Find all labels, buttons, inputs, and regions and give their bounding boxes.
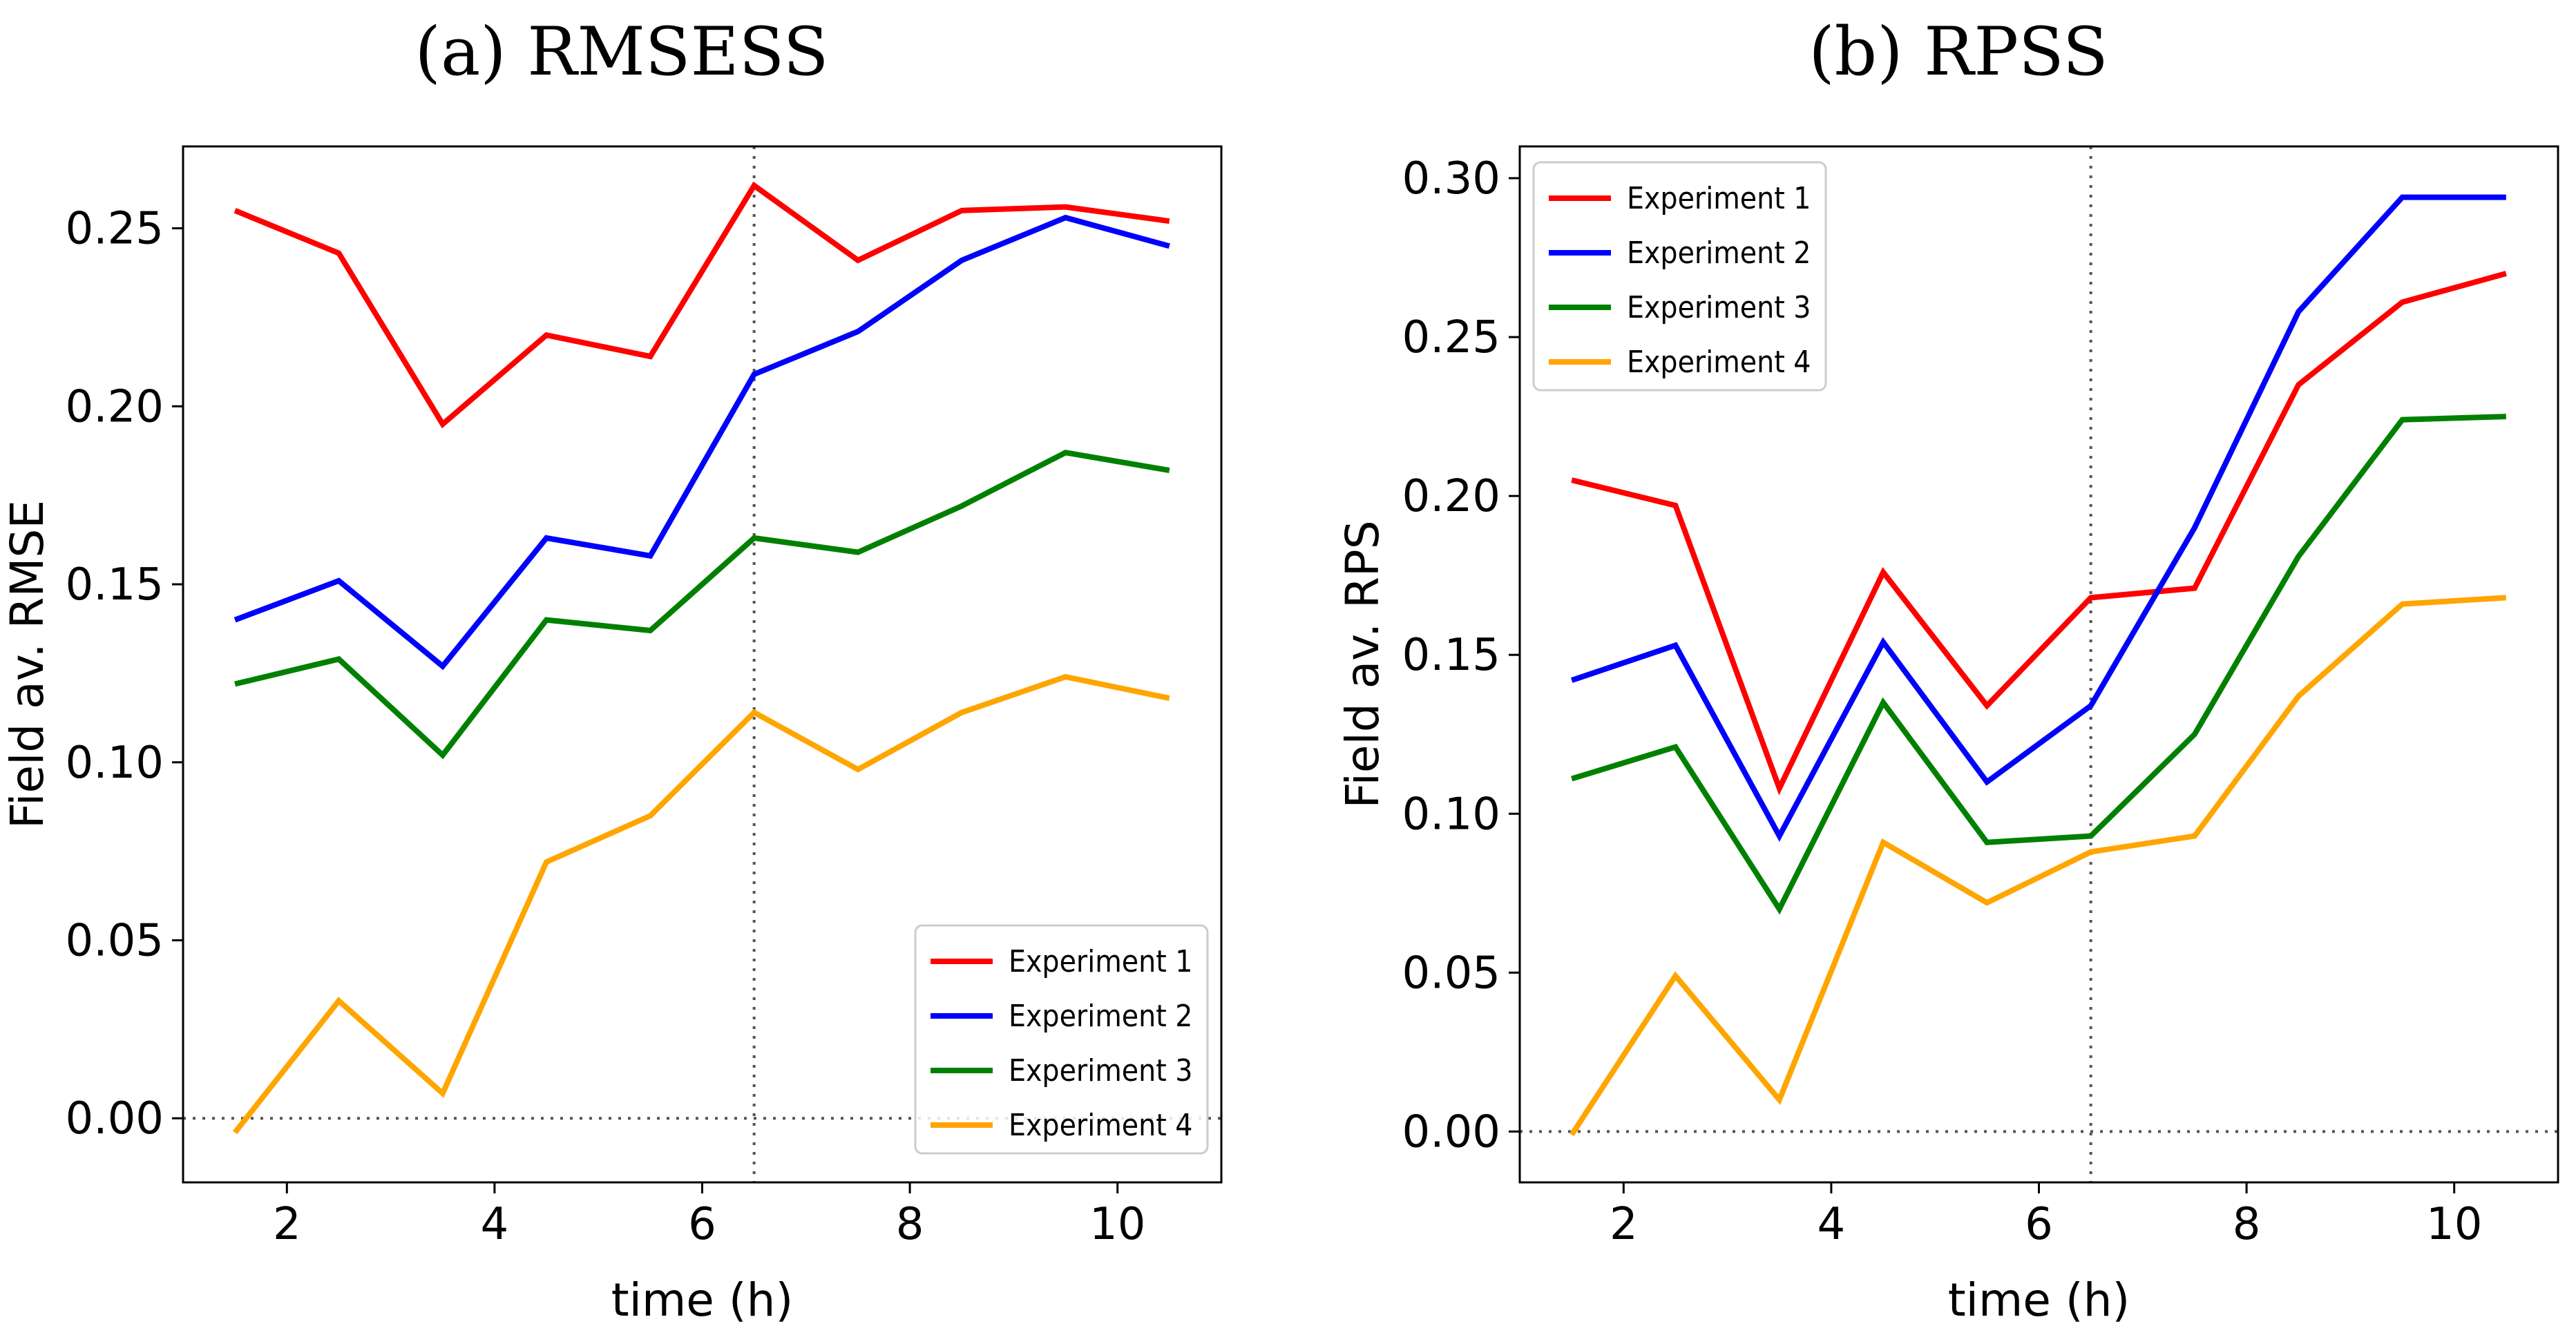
series-line-experiment-1 [1571, 271, 2507, 796]
series-line-experiment-4 [1569, 595, 2507, 1137]
x-tick-label: 10 [1089, 1199, 1145, 1250]
series-line-experiment-2 [1570, 194, 2506, 842]
x-tick-label: 4 [481, 1199, 509, 1250]
legend: Experiment 1 Experiment 2 Experiment 3 Expe… [1532, 161, 1827, 392]
y-axis-label: Field av. RMSE [1, 500, 54, 829]
x-tick-label: 2 [1610, 1199, 1638, 1250]
chart-title: (a) RMSESS [415, 13, 829, 90]
x-tick-label: 8 [2233, 1199, 2261, 1250]
y-tick-label: 0.20 [66, 381, 164, 432]
x-tick-label: 4 [1817, 1199, 1846, 1250]
y-tick-label: 0.05 [66, 915, 164, 966]
legend-box [1532, 161, 1827, 392]
x-axis-label: time (h) [611, 1274, 793, 1327]
legend-box [914, 924, 1209, 1155]
legend-label-experiment-4: Experiment 4 [1009, 1108, 1192, 1143]
panel-rmsess: (a) RMSESS 2 4 6 8 10 0.00 0.05 0.10 0.15 0.20 0.25… [1, 13, 1223, 1327]
legend-label-experiment-1: Experiment 1 [1009, 944, 1192, 979]
y-tick-label: 0.15 [1402, 630, 1501, 681]
legend-label-experiment-2: Experiment 2 [1627, 236, 1811, 271]
x-tick-label: 2 [273, 1199, 301, 1250]
legend-label-experiment-1: Experiment 1 [1627, 181, 1811, 216]
y-tick-label: 0.10 [1402, 789, 1501, 840]
y-tick-label: 0.25 [1402, 312, 1501, 363]
series-line-experiment-4 [232, 673, 1170, 1135]
x-axis-label: time (h) [1948, 1274, 2130, 1327]
legend: Experiment 1 Experiment 2 Experiment 3 Expe… [914, 924, 1209, 1155]
y-tick-label: 0.05 [1402, 948, 1501, 999]
chart-title: (b) RPSS [1809, 13, 2108, 90]
x-tick-label: 6 [2025, 1199, 2053, 1250]
y-tick-label: 0.00 [1402, 1106, 1501, 1158]
series-line-experiment-3 [234, 450, 1170, 760]
legend-label-experiment-3: Experiment 3 [1627, 290, 1811, 325]
y-tick-label: 0.10 [66, 738, 164, 789]
y-tick-label: 0.00 [66, 1093, 164, 1144]
y-tick-label: 0.15 [66, 559, 164, 611]
series-line-experiment-2 [233, 214, 1170, 671]
panel-rpss: (b) RPSS 2 4 6 8 10 0.00 0.05 0.10 0.15 0.20 0.25 0.… [1336, 13, 2559, 1327]
x-tick-label: 10 [2426, 1199, 2482, 1250]
legend-label-experiment-4: Experiment 4 [1627, 345, 1811, 380]
x-tick-label: 8 [896, 1199, 924, 1250]
y-tick-label: 0.30 [1402, 153, 1501, 204]
series-group [1569, 194, 2507, 1137]
x-tick-label: 6 [688, 1199, 716, 1250]
series-line-experiment-1 [233, 181, 1170, 429]
y-tick-label: 0.20 [1402, 471, 1501, 522]
y-axis-label: Field av. RPS [1336, 520, 1389, 808]
legend-label-experiment-3: Experiment 3 [1009, 1053, 1192, 1088]
series-line-experiment-3 [1571, 414, 2506, 915]
y-tick-label: 0.25 [66, 204, 164, 255]
series-group [232, 181, 1170, 1135]
legend-label-experiment-2: Experiment 2 [1009, 999, 1192, 1034]
